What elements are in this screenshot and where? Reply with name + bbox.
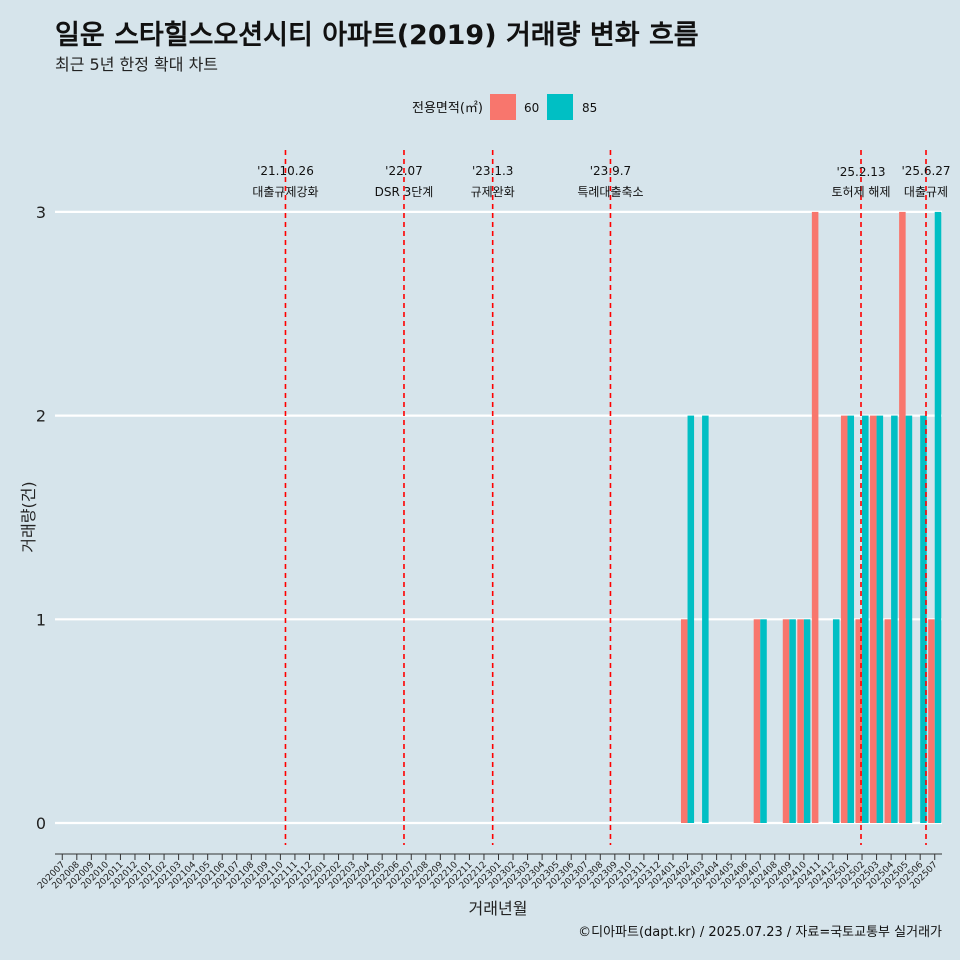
bar-60-202407 — [753, 619, 761, 823]
event-date: '22.07 — [385, 164, 423, 178]
bar-60-202402 — [680, 619, 688, 823]
bar-85-202410 — [803, 619, 811, 823]
event-date: '25.2.13 — [836, 165, 885, 179]
x-axis: 2020072020082020092020102020112020122021… — [36, 853, 942, 891]
event-date: '23.9.7 — [590, 164, 631, 178]
bar-85-202502 — [862, 415, 869, 823]
event-label: 토허제 해제 — [831, 185, 890, 199]
legend-key-85 — [547, 94, 573, 120]
bar-60-202504 — [884, 619, 892, 823]
bar-60-202411 — [811, 211, 819, 823]
chart-subtitle: 최근 5년 한정 확대 차트 — [55, 55, 218, 74]
bar-60-202507 — [928, 619, 935, 823]
event-label: 특례대출축소 — [577, 185, 643, 199]
bar-85-202407 — [760, 619, 767, 823]
legend-label-85: 85 — [582, 101, 597, 115]
bar-60-202503 — [870, 415, 877, 823]
bar-85-202507 — [934, 211, 942, 823]
bar-85-202412 — [832, 619, 840, 823]
legend-label-60: 60 — [524, 101, 539, 115]
y-tick-label: 0 — [36, 814, 46, 833]
events-layer: '21.10.26 대출규제강화 '22.07 DSR 3단계 '23.1.3 규제완화 '… — [252, 150, 951, 845]
event-date: '23.1.3 — [472, 164, 513, 178]
bar-60-202409 — [782, 619, 790, 823]
event-label: 대출규제강화 — [252, 185, 318, 199]
legend-key-60 — [490, 94, 516, 120]
event-label: 규제완화 — [471, 185, 515, 199]
bar-85-202504 — [891, 415, 898, 823]
y-tick-label: 2 — [36, 407, 46, 426]
bar-60-202502 — [855, 619, 863, 823]
bar-85-202403 — [702, 415, 709, 823]
bar-85-202503 — [876, 415, 884, 823]
caption: ©디아파트(dapt.kr) / 2025.07.23 / 자료=국토교통부 실… — [578, 925, 942, 940]
bar-85-202506 — [920, 415, 927, 823]
bars-layer — [680, 211, 942, 823]
bar-85-202505 — [905, 415, 913, 823]
bar-85-202402 — [687, 415, 695, 823]
bar-60-202410 — [797, 619, 804, 823]
y-tick-label: 1 — [36, 610, 46, 629]
event-date: '21.10.26 — [257, 164, 314, 178]
y-tick-label: 3 — [36, 203, 46, 222]
bar-85-202409 — [789, 619, 796, 823]
x-axis-title: 거래년월 — [469, 899, 528, 918]
bar-60-202505 — [899, 211, 906, 823]
chart-title: 일운 스타힐스오션시티 아파트(2019) 거래량 변화 흐름 — [55, 20, 699, 51]
event-date: '25.6.27 — [901, 164, 950, 178]
event-label: 대출규제 — [904, 185, 948, 199]
event-label: DSR 3단계 — [375, 185, 434, 199]
legend: 전용면적(㎡) 60 85 — [412, 94, 597, 120]
bar-85-202501 — [847, 415, 855, 823]
bar-60-202501 — [840, 415, 848, 823]
legend-title: 전용면적(㎡) — [412, 101, 483, 116]
y-axis-title: 거래량(건) — [19, 481, 38, 552]
